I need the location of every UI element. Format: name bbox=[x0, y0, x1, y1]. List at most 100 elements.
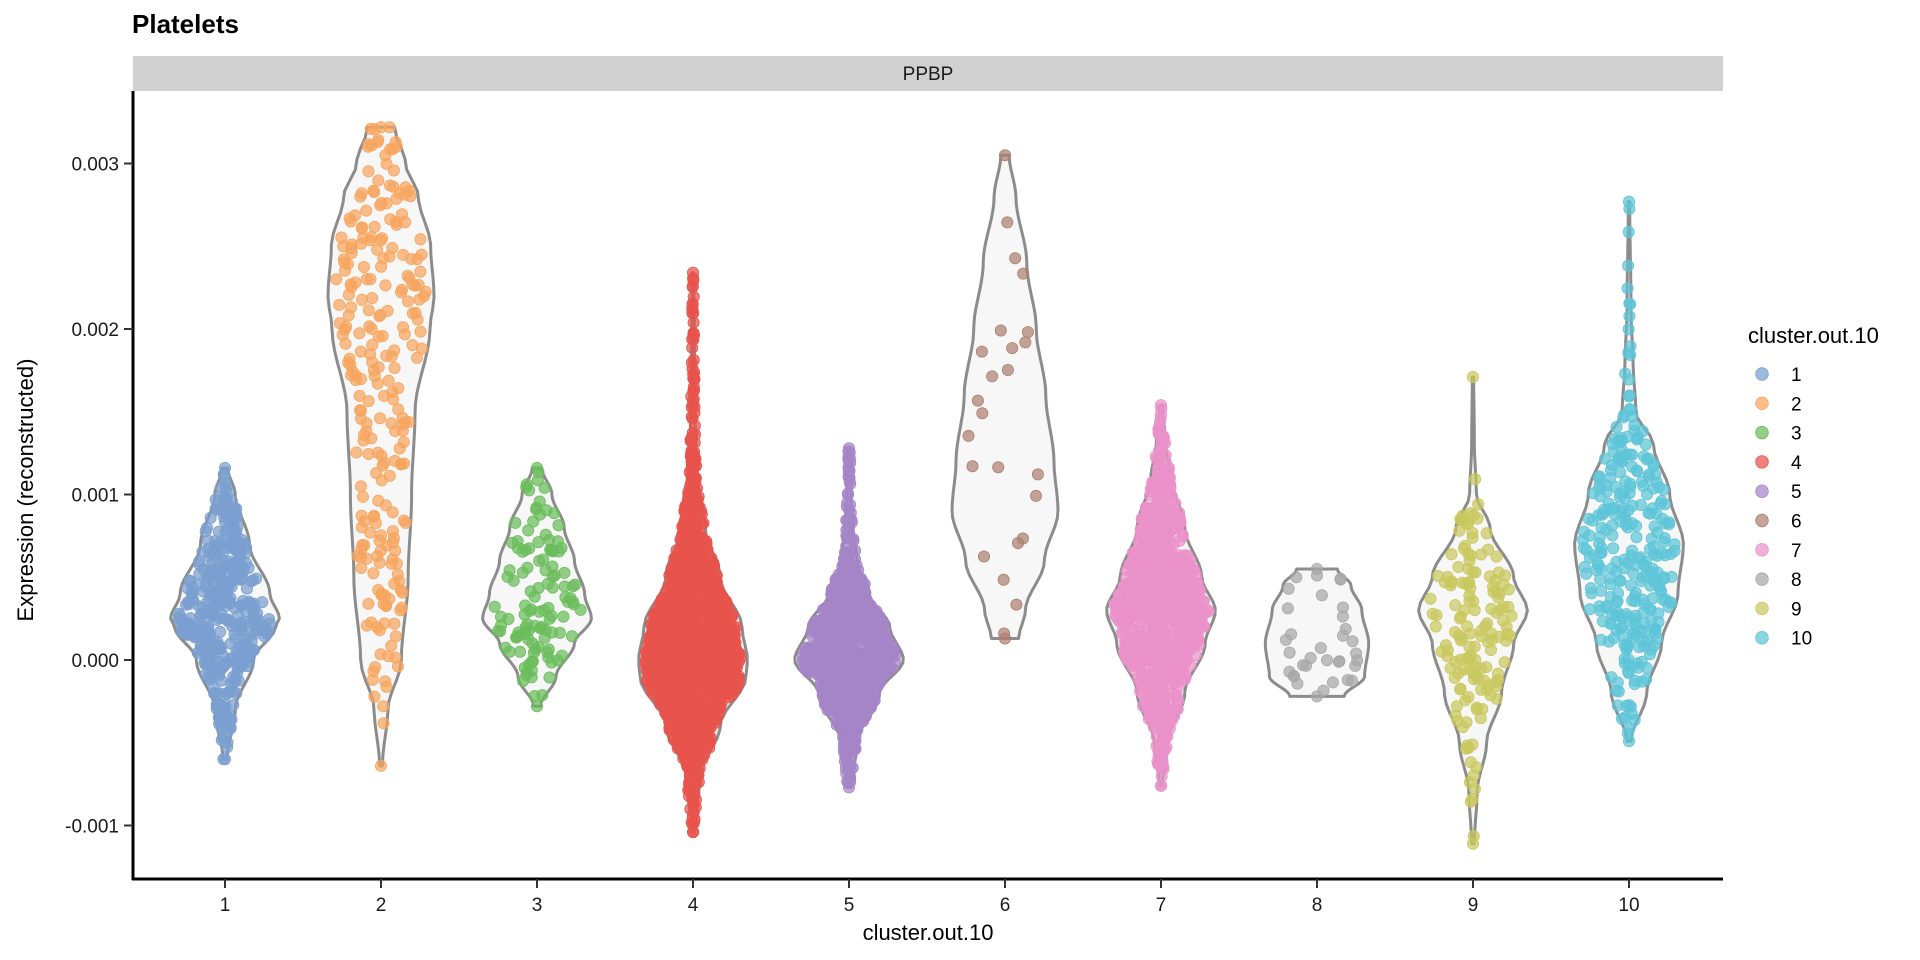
data-point bbox=[369, 517, 382, 530]
data-point bbox=[845, 615, 858, 628]
data-point bbox=[688, 779, 701, 792]
data-point bbox=[847, 718, 860, 731]
data-point bbox=[994, 324, 1007, 337]
data-point bbox=[217, 753, 230, 766]
data-point bbox=[687, 826, 700, 839]
data-point bbox=[397, 436, 410, 449]
data-point bbox=[360, 272, 373, 285]
y-tick-label: 0.002 bbox=[71, 320, 119, 341]
data-point bbox=[377, 700, 390, 713]
data-point bbox=[371, 243, 384, 256]
data-point bbox=[1464, 756, 1477, 769]
data-point bbox=[195, 644, 208, 657]
data-point bbox=[344, 358, 357, 371]
data-point bbox=[1610, 624, 1623, 637]
data-point bbox=[350, 446, 363, 459]
data-point bbox=[362, 165, 375, 178]
data-point bbox=[1640, 673, 1653, 686]
data-point bbox=[997, 573, 1010, 586]
data-point bbox=[1168, 593, 1181, 606]
data-point bbox=[357, 260, 370, 273]
data-point bbox=[826, 643, 839, 656]
data-point bbox=[374, 412, 387, 425]
data-point bbox=[394, 604, 407, 617]
data-point bbox=[686, 302, 699, 315]
data-point bbox=[1119, 601, 1132, 614]
data-point bbox=[1620, 608, 1633, 621]
data-point bbox=[694, 552, 707, 565]
data-point bbox=[688, 419, 701, 432]
data-point bbox=[1287, 669, 1300, 682]
data-point bbox=[209, 502, 222, 515]
data-point bbox=[687, 316, 700, 329]
data-point bbox=[1280, 633, 1293, 646]
data-point bbox=[389, 424, 402, 437]
data-point bbox=[531, 474, 544, 487]
data-point bbox=[1639, 569, 1652, 582]
data-point bbox=[378, 617, 391, 630]
data-point bbox=[802, 643, 815, 656]
data-point bbox=[516, 545, 529, 558]
data-point bbox=[667, 580, 680, 593]
data-point bbox=[1167, 582, 1180, 595]
data-point bbox=[723, 685, 736, 698]
legend-key-5 bbox=[1755, 484, 1769, 498]
data-point bbox=[198, 656, 211, 669]
data-point bbox=[1607, 542, 1620, 555]
data-point bbox=[1469, 473, 1482, 486]
data-point bbox=[1622, 373, 1635, 386]
data-point bbox=[1475, 548, 1488, 561]
data-point bbox=[371, 550, 384, 563]
data-point bbox=[1136, 544, 1149, 557]
data-point bbox=[1466, 566, 1479, 579]
data-point bbox=[821, 663, 834, 676]
data-point bbox=[391, 660, 404, 673]
violin-cluster-2 bbox=[326, 125, 436, 768]
data-point bbox=[1647, 460, 1660, 473]
data-point bbox=[1337, 601, 1350, 614]
data-point bbox=[372, 174, 385, 187]
legend-label-8: 8 bbox=[1791, 570, 1802, 591]
data-point bbox=[838, 552, 851, 565]
legend-key-7 bbox=[1755, 543, 1769, 557]
data-point bbox=[680, 617, 693, 630]
facet-strip bbox=[133, 56, 1723, 91]
data-point bbox=[1151, 560, 1164, 573]
data-point bbox=[239, 538, 252, 551]
data-point bbox=[367, 364, 380, 377]
data-point bbox=[541, 646, 554, 659]
data-point bbox=[1030, 489, 1043, 502]
data-point bbox=[1159, 456, 1172, 469]
data-point bbox=[675, 630, 688, 643]
data-point bbox=[1475, 683, 1488, 696]
data-point bbox=[847, 671, 860, 684]
data-point bbox=[231, 667, 244, 680]
data-point bbox=[1168, 710, 1181, 723]
data-point bbox=[1016, 532, 1029, 545]
data-point bbox=[687, 333, 700, 346]
data-point bbox=[344, 278, 357, 291]
data-point bbox=[401, 295, 414, 308]
data-point bbox=[678, 566, 691, 579]
data-point bbox=[665, 562, 678, 575]
data-point bbox=[1467, 509, 1480, 522]
data-point bbox=[368, 220, 381, 233]
legend-key-2 bbox=[1755, 396, 1769, 411]
data-point bbox=[345, 301, 358, 314]
data-point bbox=[250, 607, 263, 620]
data-point bbox=[417, 290, 430, 303]
data-point bbox=[1449, 599, 1462, 612]
data-point bbox=[193, 558, 206, 571]
data-point bbox=[364, 526, 377, 539]
data-point bbox=[1464, 795, 1477, 808]
data-point bbox=[820, 623, 833, 636]
data-point bbox=[692, 769, 705, 782]
data-point bbox=[659, 705, 672, 718]
data-point bbox=[510, 631, 523, 644]
data-point bbox=[1290, 571, 1303, 584]
data-point bbox=[1141, 504, 1154, 517]
data-point bbox=[1169, 608, 1182, 621]
data-point bbox=[368, 185, 381, 198]
data-point bbox=[410, 351, 423, 364]
